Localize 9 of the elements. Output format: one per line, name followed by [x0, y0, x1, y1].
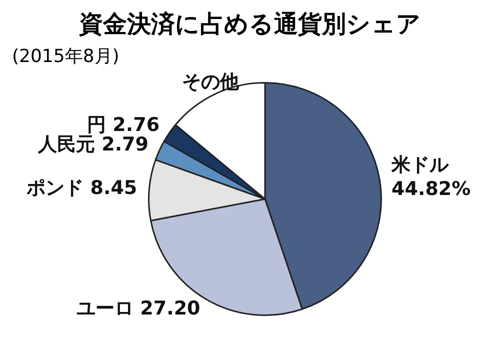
slice-label: ユーロ 27.20: [76, 298, 200, 320]
data-label: 44.82%: [392, 178, 471, 200]
slice-label: ポンド 8.45: [26, 176, 138, 199]
slice-label: その他: [182, 70, 240, 93]
chart-title: 資金決済に占める通貨別シェア: [78, 9, 422, 40]
chart-subtitle: (2015年8月): [12, 45, 120, 68]
slice-label: 円 2.76: [87, 114, 160, 136]
slice-label: 米ドル: [390, 154, 450, 176]
slice-label: 人民元 2.79: [36, 133, 148, 156]
